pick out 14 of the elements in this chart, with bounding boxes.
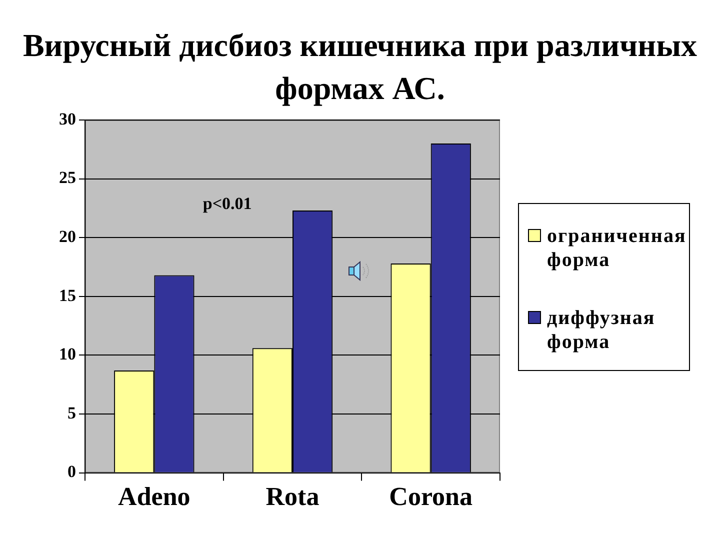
y-tick-label: 10 — [59, 344, 76, 364]
annotation: p<0.01 — [202, 194, 252, 214]
legend-label: ограниченная форма — [547, 224, 687, 272]
chart-title: Вирусный дисбиоз кишечника при различных формах АС. — [22, 26, 698, 108]
y-tick-label: 5 — [68, 403, 76, 422]
x-tick-label: Adeno — [118, 482, 190, 512]
y-tick-label: 30 — [59, 109, 76, 128]
y-tick-label: 15 — [59, 286, 76, 305]
y-tick-label: 0 — [68, 462, 76, 482]
y-tick-label: 20 — [59, 226, 76, 246]
y-tick-label: 25 — [59, 168, 76, 188]
x-tick-label: Corona — [389, 482, 472, 512]
legend-label: диффузная форма — [547, 306, 656, 354]
x-tick-label: Rota — [266, 482, 320, 512]
